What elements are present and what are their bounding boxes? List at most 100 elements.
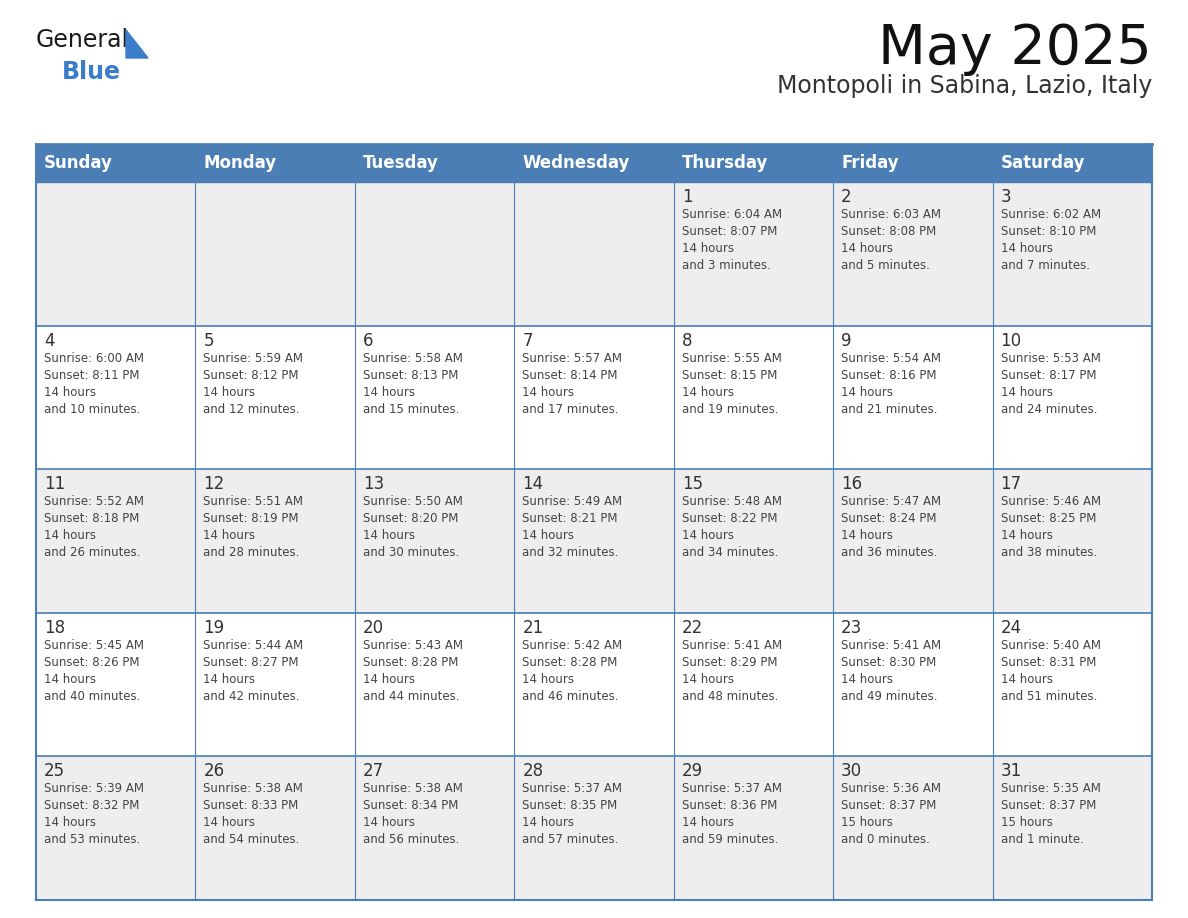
Text: Sunrise: 5:38 AM: Sunrise: 5:38 AM (362, 782, 463, 795)
Text: 13: 13 (362, 476, 384, 493)
Text: 16: 16 (841, 476, 862, 493)
Text: 10: 10 (1000, 331, 1022, 350)
Text: General: General (36, 28, 129, 52)
Text: and 49 minutes.: and 49 minutes. (841, 689, 937, 703)
Text: and 51 minutes.: and 51 minutes. (1000, 689, 1097, 703)
Text: Sunset: 8:26 PM: Sunset: 8:26 PM (44, 655, 139, 669)
Text: 17: 17 (1000, 476, 1022, 493)
Bar (514, 469, 674, 613)
Bar (833, 613, 992, 756)
Text: Sunset: 8:22 PM: Sunset: 8:22 PM (682, 512, 777, 525)
Text: 14 hours: 14 hours (523, 386, 574, 398)
Text: Saturday: Saturday (1000, 154, 1085, 172)
Text: Thursday: Thursday (682, 154, 769, 172)
Text: Sunset: 8:20 PM: Sunset: 8:20 PM (362, 512, 459, 525)
Text: and 38 minutes.: and 38 minutes. (1000, 546, 1097, 559)
Text: Sunset: 8:25 PM: Sunset: 8:25 PM (1000, 512, 1097, 525)
Text: Sunrise: 5:49 AM: Sunrise: 5:49 AM (523, 495, 623, 509)
Text: and 44 minutes.: and 44 minutes. (362, 689, 460, 703)
Text: Sunrise: 5:55 AM: Sunrise: 5:55 AM (682, 352, 782, 364)
Bar (674, 326, 833, 469)
Bar (355, 182, 514, 326)
Text: 4: 4 (44, 331, 55, 350)
Text: and 40 minutes.: and 40 minutes. (44, 689, 140, 703)
Text: 14 hours: 14 hours (1000, 673, 1053, 686)
Text: 14 hours: 14 hours (841, 529, 893, 543)
Text: 14 hours: 14 hours (203, 816, 255, 829)
Text: 14 hours: 14 hours (682, 529, 734, 543)
Text: Sunset: 8:37 PM: Sunset: 8:37 PM (1000, 800, 1097, 812)
Polygon shape (126, 30, 148, 58)
Bar (833, 469, 992, 613)
Text: Sunset: 8:21 PM: Sunset: 8:21 PM (523, 512, 618, 525)
Text: Sunrise: 5:53 AM: Sunrise: 5:53 AM (1000, 352, 1100, 364)
Text: Sunrise: 5:50 AM: Sunrise: 5:50 AM (362, 495, 463, 509)
Text: 14 hours: 14 hours (203, 386, 255, 398)
Text: and 5 minutes.: and 5 minutes. (841, 259, 930, 272)
Bar (36, 469, 196, 613)
Bar (992, 613, 1152, 756)
Text: Sunrise: 5:39 AM: Sunrise: 5:39 AM (44, 782, 144, 795)
Text: and 57 minutes.: and 57 minutes. (523, 834, 619, 846)
Text: Sunset: 8:34 PM: Sunset: 8:34 PM (362, 800, 459, 812)
Bar (514, 756, 674, 900)
Text: Sunset: 8:37 PM: Sunset: 8:37 PM (841, 800, 936, 812)
Text: Sunset: 8:28 PM: Sunset: 8:28 PM (362, 655, 459, 669)
Text: Sunrise: 5:47 AM: Sunrise: 5:47 AM (841, 495, 941, 509)
Text: 14 hours: 14 hours (682, 386, 734, 398)
Bar (355, 144, 514, 182)
Bar (674, 613, 833, 756)
Text: 20: 20 (362, 619, 384, 637)
Text: Sunset: 8:16 PM: Sunset: 8:16 PM (841, 369, 936, 382)
Text: and 19 minutes.: and 19 minutes. (682, 403, 778, 416)
Bar (514, 182, 674, 326)
Text: Sunset: 8:35 PM: Sunset: 8:35 PM (523, 800, 618, 812)
Text: Sunrise: 5:38 AM: Sunrise: 5:38 AM (203, 782, 303, 795)
Text: Sunset: 8:24 PM: Sunset: 8:24 PM (841, 512, 936, 525)
Bar (833, 756, 992, 900)
Text: Sunrise: 5:41 AM: Sunrise: 5:41 AM (841, 639, 941, 652)
Text: Sunrise: 5:54 AM: Sunrise: 5:54 AM (841, 352, 941, 364)
Text: 14 hours: 14 hours (362, 673, 415, 686)
Text: 14 hours: 14 hours (44, 386, 96, 398)
Text: Sunset: 8:14 PM: Sunset: 8:14 PM (523, 369, 618, 382)
Text: 14 hours: 14 hours (682, 242, 734, 255)
Bar (36, 144, 196, 182)
Text: Sunrise: 5:59 AM: Sunrise: 5:59 AM (203, 352, 303, 364)
Bar (674, 756, 833, 900)
Text: Sunrise: 6:00 AM: Sunrise: 6:00 AM (44, 352, 144, 364)
Text: 11: 11 (44, 476, 65, 493)
Text: 25: 25 (44, 763, 65, 780)
Text: 14 hours: 14 hours (44, 529, 96, 543)
Text: 14 hours: 14 hours (841, 242, 893, 255)
Text: Sunrise: 5:51 AM: Sunrise: 5:51 AM (203, 495, 303, 509)
Bar (36, 756, 196, 900)
Bar (514, 144, 674, 182)
Text: 12: 12 (203, 476, 225, 493)
Bar (833, 326, 992, 469)
Text: 14: 14 (523, 476, 543, 493)
Text: and 15 minutes.: and 15 minutes. (362, 403, 460, 416)
Text: Sunset: 8:36 PM: Sunset: 8:36 PM (682, 800, 777, 812)
Text: Sunset: 8:27 PM: Sunset: 8:27 PM (203, 655, 299, 669)
Bar (514, 326, 674, 469)
Text: and 7 minutes.: and 7 minutes. (1000, 259, 1089, 272)
Text: 14 hours: 14 hours (362, 529, 415, 543)
Text: Sunrise: 6:03 AM: Sunrise: 6:03 AM (841, 208, 941, 221)
Text: 1: 1 (682, 188, 693, 206)
Bar (355, 756, 514, 900)
Text: and 10 minutes.: and 10 minutes. (44, 403, 140, 416)
Text: Monday: Monday (203, 154, 277, 172)
Text: 27: 27 (362, 763, 384, 780)
Text: Sunrise: 5:40 AM: Sunrise: 5:40 AM (1000, 639, 1100, 652)
Text: 14 hours: 14 hours (841, 673, 893, 686)
Text: and 53 minutes.: and 53 minutes. (44, 834, 140, 846)
Text: and 30 minutes.: and 30 minutes. (362, 546, 459, 559)
Text: Sunrise: 5:44 AM: Sunrise: 5:44 AM (203, 639, 304, 652)
Text: 21: 21 (523, 619, 544, 637)
Text: and 46 minutes.: and 46 minutes. (523, 689, 619, 703)
Text: 6: 6 (362, 331, 373, 350)
Text: 18: 18 (44, 619, 65, 637)
Text: 14 hours: 14 hours (1000, 386, 1053, 398)
Text: Sunrise: 5:41 AM: Sunrise: 5:41 AM (682, 639, 782, 652)
